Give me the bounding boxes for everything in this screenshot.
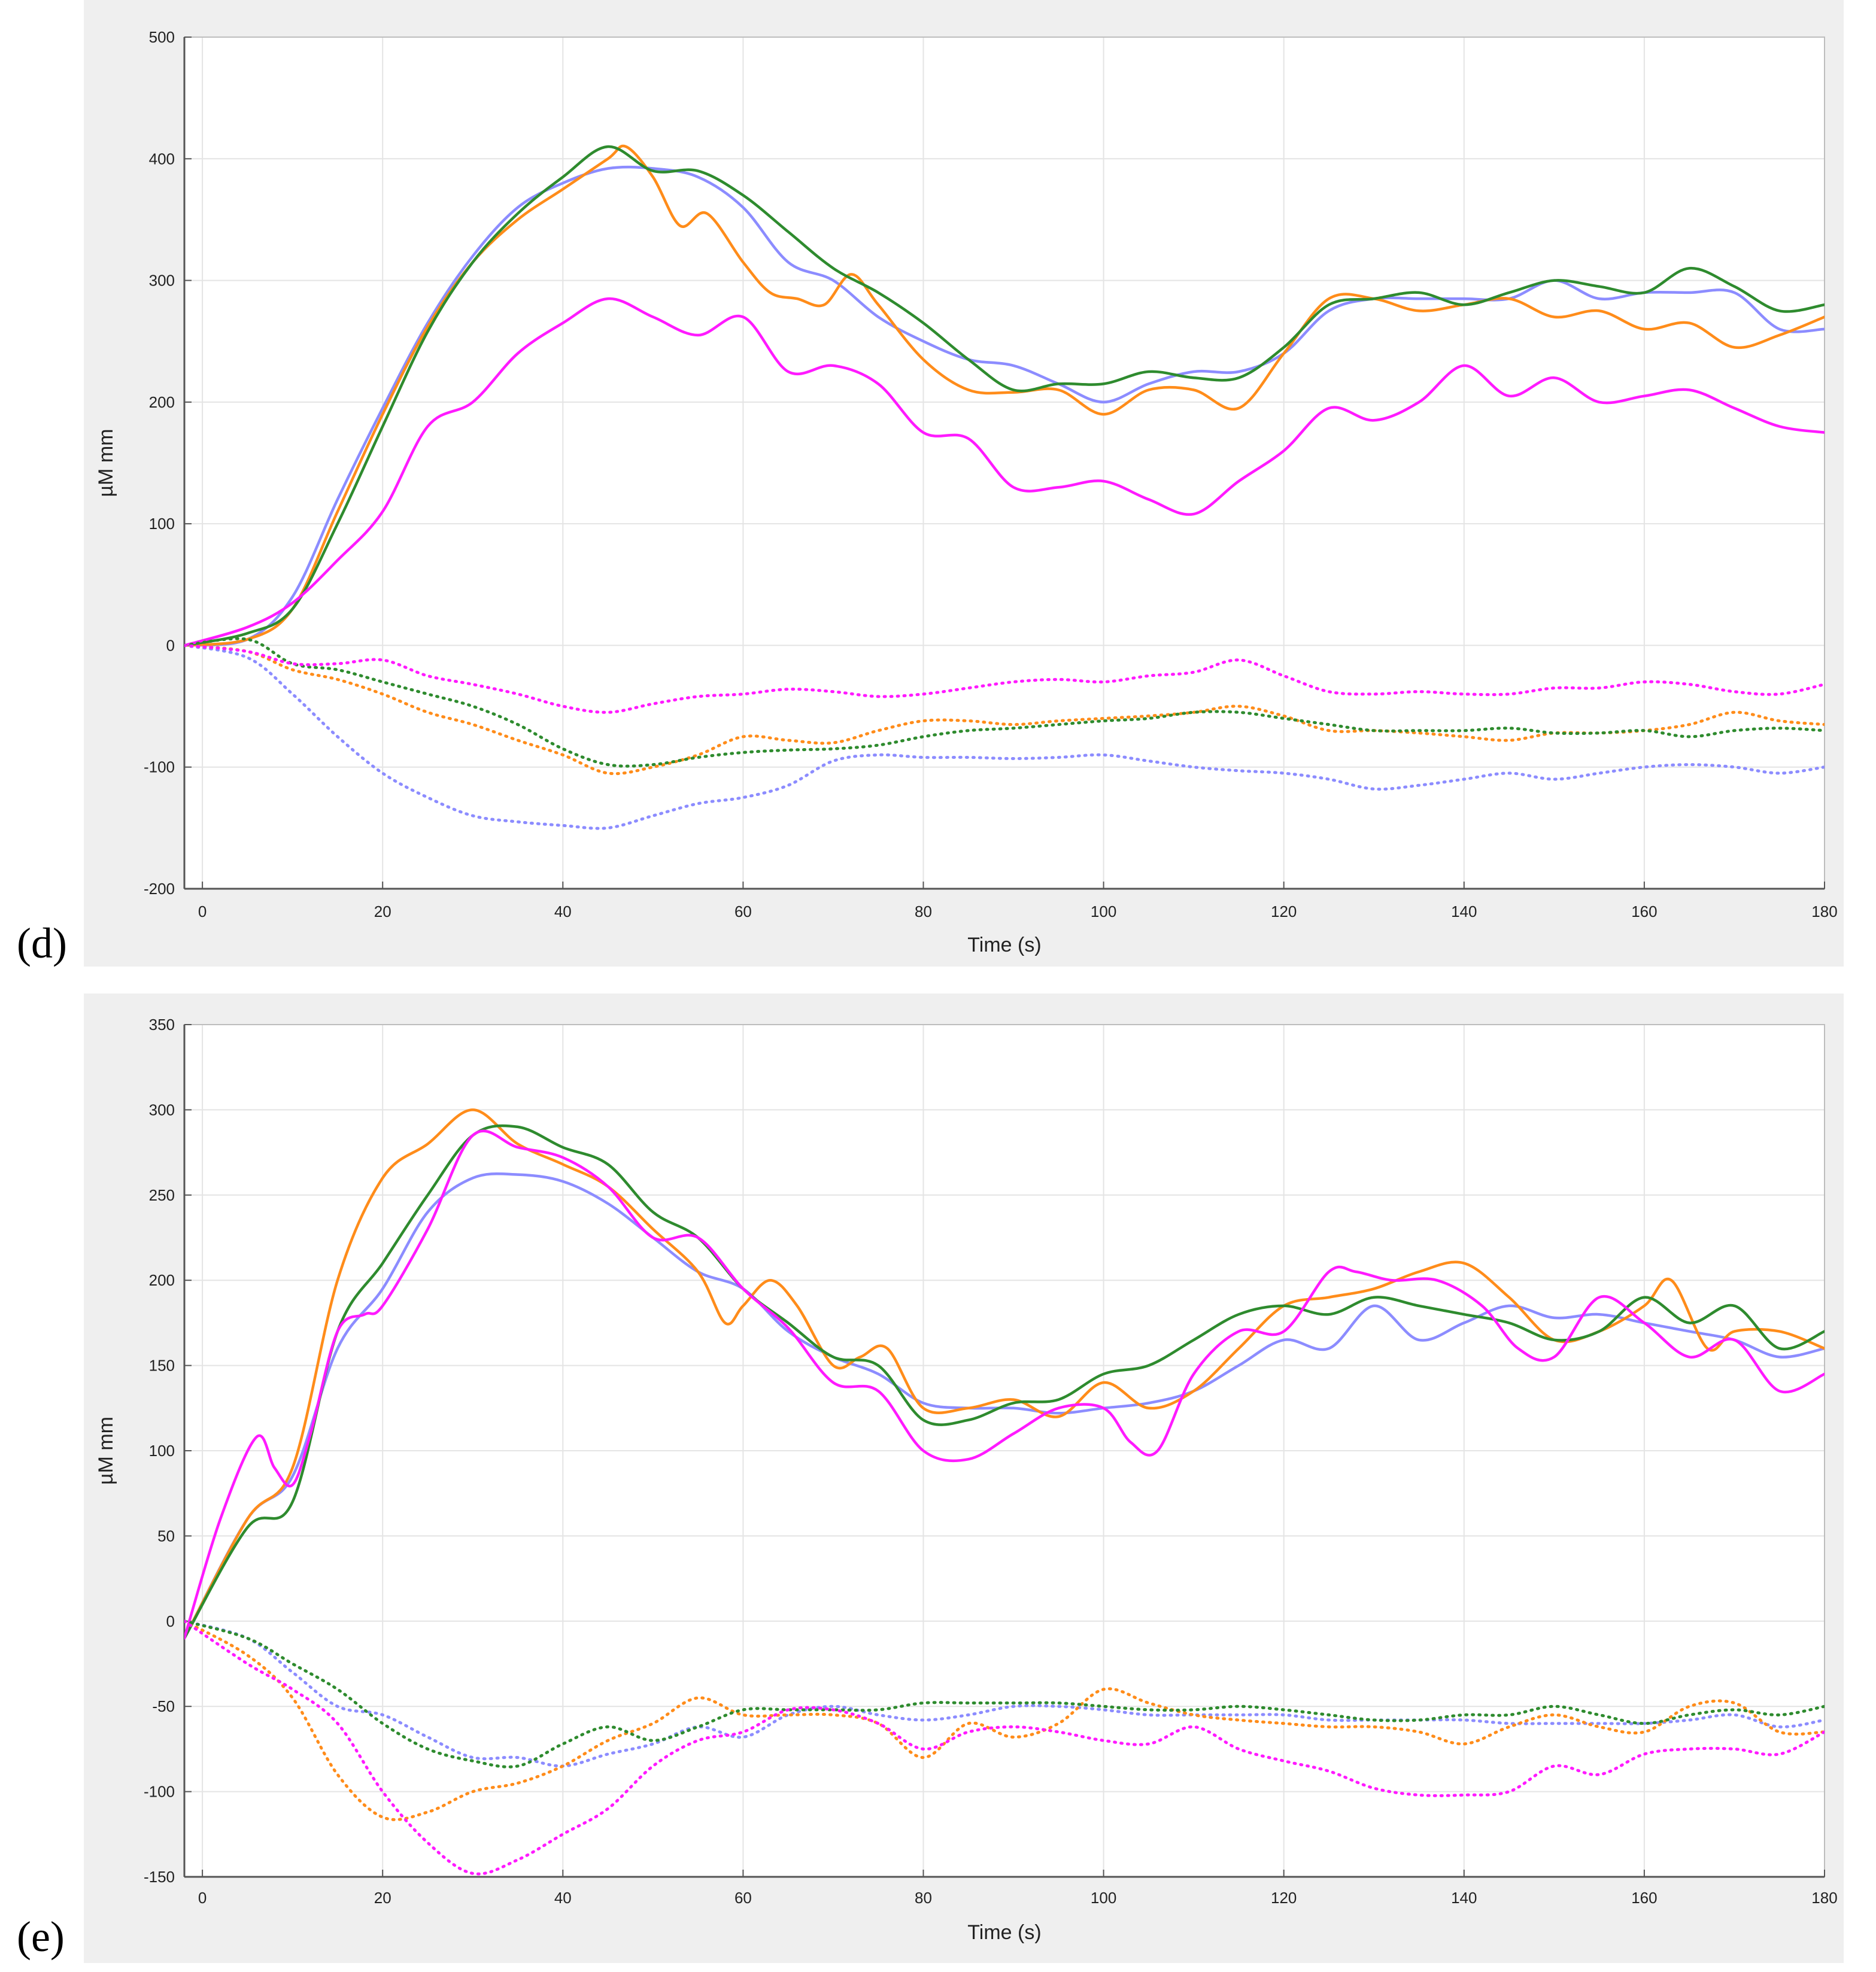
chartd-ytick-label: 300 [149, 272, 175, 290]
chart-d: -200 -100 0 100 200 300 400 500 0 20 40 60 80 100 120 1… [95, 28, 1838, 956]
charte-ytick-label: -50 [152, 1697, 175, 1715]
charte-series-green-solid [184, 1124, 1825, 1640]
charte-series-blue-dotted [184, 1619, 1825, 1768]
chartd-xlabel: Time (s) [967, 934, 1041, 956]
charte-ytick-label: -100 [144, 1783, 175, 1801]
panel-d-label: (d) [17, 919, 67, 967]
charte-ytick-label: 350 [149, 1016, 175, 1034]
chartd-series-green-dotted [184, 637, 1825, 768]
chartd-ytick-label: 500 [149, 28, 175, 46]
charte-xtick-label: 140 [1451, 1889, 1477, 1907]
charte-xtick-label: 160 [1631, 1889, 1657, 1907]
charte-xtick-label: 100 [1091, 1889, 1116, 1907]
charte-series-magenta-dotted [184, 1619, 1825, 1876]
chartd-xtick-label: 120 [1271, 903, 1297, 920]
panel-e-label: (e) [17, 1913, 65, 1961]
chartd-series-green-solid [184, 145, 1825, 647]
chartd-xtick-label: 140 [1451, 903, 1477, 920]
charte-xtick-label: 120 [1271, 1889, 1297, 1907]
chartd-series-magenta-solid [184, 297, 1825, 647]
charte-ytick-label: 250 [149, 1186, 175, 1204]
charte-series-green-dotted [184, 1619, 1825, 1769]
chartd-ytick-label: 100 [149, 515, 175, 533]
chartd-ytick-label: 200 [149, 393, 175, 411]
chartd-series-blue-dotted [184, 643, 1825, 830]
charte-series-magenta-solid [184, 1129, 1825, 1640]
chartd-series-magenta-dotted [184, 643, 1825, 714]
charte-xtick-label: 40 [554, 1889, 572, 1907]
charte-ytick-label: 200 [149, 1271, 175, 1289]
charte-xtick-label: 180 [1811, 1889, 1837, 1907]
charte-xtick-label: 0 [198, 1889, 207, 1907]
charte-ytick-label: 150 [149, 1357, 175, 1375]
chartd-xtick-label: 180 [1811, 903, 1837, 920]
chartd-ytick-label: 0 [166, 636, 175, 654]
charte-ytick-label: -150 [144, 1868, 175, 1886]
chartd-ytick-label: -100 [144, 758, 175, 776]
chartd-ytick-label: -200 [144, 880, 175, 898]
charte-ytick-label: 0 [166, 1612, 175, 1630]
charte-ytick-label: 300 [149, 1101, 175, 1119]
charte-xtick-label: 60 [734, 1889, 752, 1907]
chartd-xtick-label: 40 [554, 903, 572, 920]
chartd-xtick-label: 100 [1091, 903, 1116, 920]
chartd-xtick-label: 60 [734, 903, 752, 920]
charte-series-orange-dotted [184, 1619, 1825, 1821]
chartd-series-orange-dotted [184, 643, 1825, 776]
chartd-xtick-label: 80 [915, 903, 932, 920]
charte-ytick-label: 100 [149, 1442, 175, 1460]
chartd-xtick-label: 160 [1631, 903, 1657, 920]
chartd-xtick-label: 20 [374, 903, 391, 920]
chartd-ylabel: µM mm [95, 429, 117, 497]
chartd-xtick-label: 0 [198, 903, 207, 920]
charte-xtick-label: 20 [374, 1889, 391, 1907]
chartd-ytick-label: 400 [149, 150, 175, 168]
charte-xtick-label: 80 [915, 1889, 932, 1907]
charte-xlabel: Time (s) [967, 1921, 1041, 1944]
chartd-plot-area [184, 37, 1825, 889]
charte-ylabel: µM mm [95, 1417, 117, 1485]
charte-ytick-label: 50 [157, 1527, 175, 1545]
